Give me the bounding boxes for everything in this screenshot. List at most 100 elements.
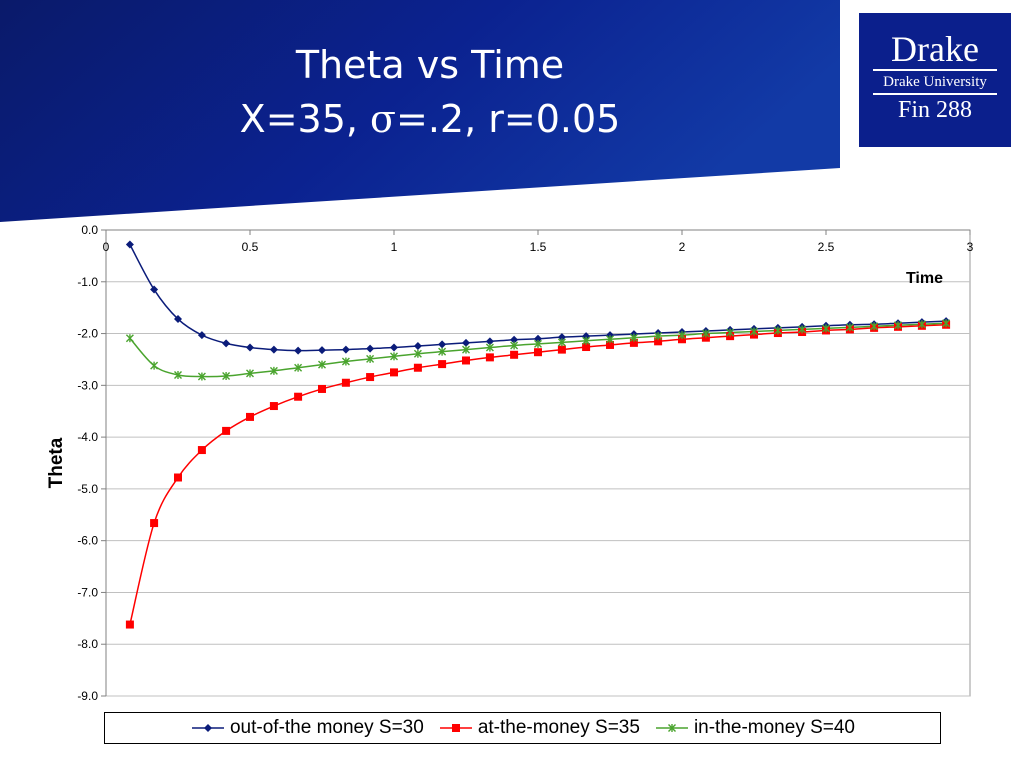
y-tick-label: -8.0 (77, 637, 98, 651)
data-point-series-2 (366, 373, 375, 382)
logo-name: Drake (891, 29, 979, 69)
data-point-series-2 (701, 333, 710, 342)
data-point-series-3 (606, 335, 614, 344)
data-point-series-1 (222, 339, 231, 348)
data-point-series-3 (318, 360, 326, 369)
series-line-2 (129, 324, 947, 625)
data-point-series-3 (917, 320, 926, 329)
data-point-series-1 (485, 337, 494, 346)
y-tick-label: -7.0 (77, 585, 98, 599)
x-axis-label: Time (906, 270, 943, 287)
data-point-series-1 (318, 346, 326, 355)
data-point-series-3 (582, 336, 591, 345)
y-tick-label: -1.0 (77, 275, 98, 289)
data-point-series-1 (438, 340, 447, 349)
logo-university: Drake University (883, 74, 987, 90)
data-point-series-3 (222, 372, 231, 381)
data-point-series-3 (341, 357, 350, 366)
title-line-1: Theta vs Time (295, 43, 565, 87)
x-tick-label: 3 (967, 240, 974, 254)
data-point-series-1 (294, 346, 303, 355)
legend-marker (203, 724, 212, 732)
data-point-series-3 (726, 328, 735, 337)
data-point-series-3 (845, 323, 854, 332)
logo-course: Fin 288 (897, 97, 972, 123)
data-point-series-2 (557, 345, 566, 354)
title-banner (0, 0, 840, 222)
data-point-series-3 (390, 352, 398, 361)
y-tick-label: -9.0 (77, 689, 98, 703)
y-tick-label: -2.0 (77, 327, 98, 341)
data-point-series-3 (413, 349, 422, 358)
data-point-series-3 (197, 372, 206, 381)
data-point-series-3 (246, 369, 254, 378)
data-point-series-2 (462, 356, 470, 365)
data-point-series-3 (150, 361, 159, 370)
data-point-series-1 (125, 240, 134, 249)
x-tick-label: 2 (679, 240, 686, 254)
y-tick-label: -6.0 (77, 534, 98, 548)
data-point-series-2 (222, 426, 231, 435)
legend-swatch (191, 724, 224, 732)
series-line-1 (129, 244, 947, 352)
data-point-series-2 (413, 363, 422, 372)
sigma-symbol: σ (370, 97, 396, 141)
data-point-series-3 (942, 319, 951, 328)
title-line-2: X=35, σ=.2, r=0.05 (180, 92, 680, 146)
x-tick-label: 0.5 (242, 240, 259, 254)
x-tick-label: 0 (103, 240, 110, 254)
data-point-series-3 (294, 363, 303, 372)
data-point-series-2 (654, 337, 663, 346)
data-point-series-1 (269, 345, 278, 354)
x-tick-label: 1 (391, 240, 398, 254)
gridlines (106, 281, 970, 697)
data-point-series-2 (246, 412, 254, 421)
data-point-series-3 (174, 370, 182, 379)
data-point-series-3 (462, 345, 470, 354)
y-tick-label: -5.0 (77, 482, 98, 496)
x-tick-label: 2.5 (818, 240, 835, 254)
data-point-series-3 (629, 333, 638, 342)
data-point-series-3 (678, 331, 686, 340)
x-tick-label: 1.5 (530, 240, 547, 254)
data-point-series-1 (413, 341, 422, 350)
data-point-series-3 (870, 322, 879, 331)
legend-label: in-the-money S=40 (693, 717, 856, 738)
legend-label: at-the-money S=35 (477, 717, 640, 738)
data-point-series-2 (629, 338, 638, 347)
legend-label: out-of-the money S=30 (229, 717, 424, 738)
data-point-series-3 (894, 321, 902, 330)
data-point-series-3 (701, 329, 710, 338)
data-point-series-2 (485, 353, 494, 362)
data-point-series-1 (366, 344, 375, 353)
axes: 0.0 -1.0 -2.0 -3.0 -4.0 -5.0 -6.0 -7.0 -8.0 -9.0 0… (77, 223, 973, 703)
data-point-series-2 (582, 343, 591, 352)
data-point-series-3 (773, 326, 782, 335)
data-point-series-2 (294, 392, 303, 401)
legend-marker (667, 724, 676, 732)
data-point-series-3 (366, 354, 375, 363)
legend-item-3: in-the-money S=40 (654, 717, 855, 739)
data-point-series-2 (678, 335, 686, 344)
data-point-series-1 (557, 333, 566, 342)
drake-logo: Drake Drake University Fin 288 (858, 12, 1012, 148)
slide-title: Theta vs Time X=35, σ=.2, r=0.05 (180, 38, 680, 146)
data-point-series-3 (534, 339, 542, 348)
y-tick-label: 0.0 (81, 223, 98, 237)
data-point-series-3 (125, 334, 134, 343)
data-point-series-3 (750, 327, 758, 336)
series-lines (129, 244, 947, 625)
data-point-series-3 (557, 338, 566, 347)
data-point-series-2 (341, 378, 350, 387)
title-params-prefix: X=35, (239, 97, 371, 141)
data-point-series-3 (510, 341, 519, 350)
data-point-series-1 (150, 285, 159, 294)
legend-swatch (439, 724, 472, 732)
logo-divider (873, 69, 997, 71)
title-params-suffix: =.2, r=0.05 (396, 97, 621, 141)
data-point-series-2 (534, 348, 542, 357)
data-point-series-2 (125, 620, 134, 629)
data-point-series-2 (438, 360, 447, 369)
chart-legend: out-of-the money S=30 at-the-money S=35 in… (104, 712, 941, 744)
